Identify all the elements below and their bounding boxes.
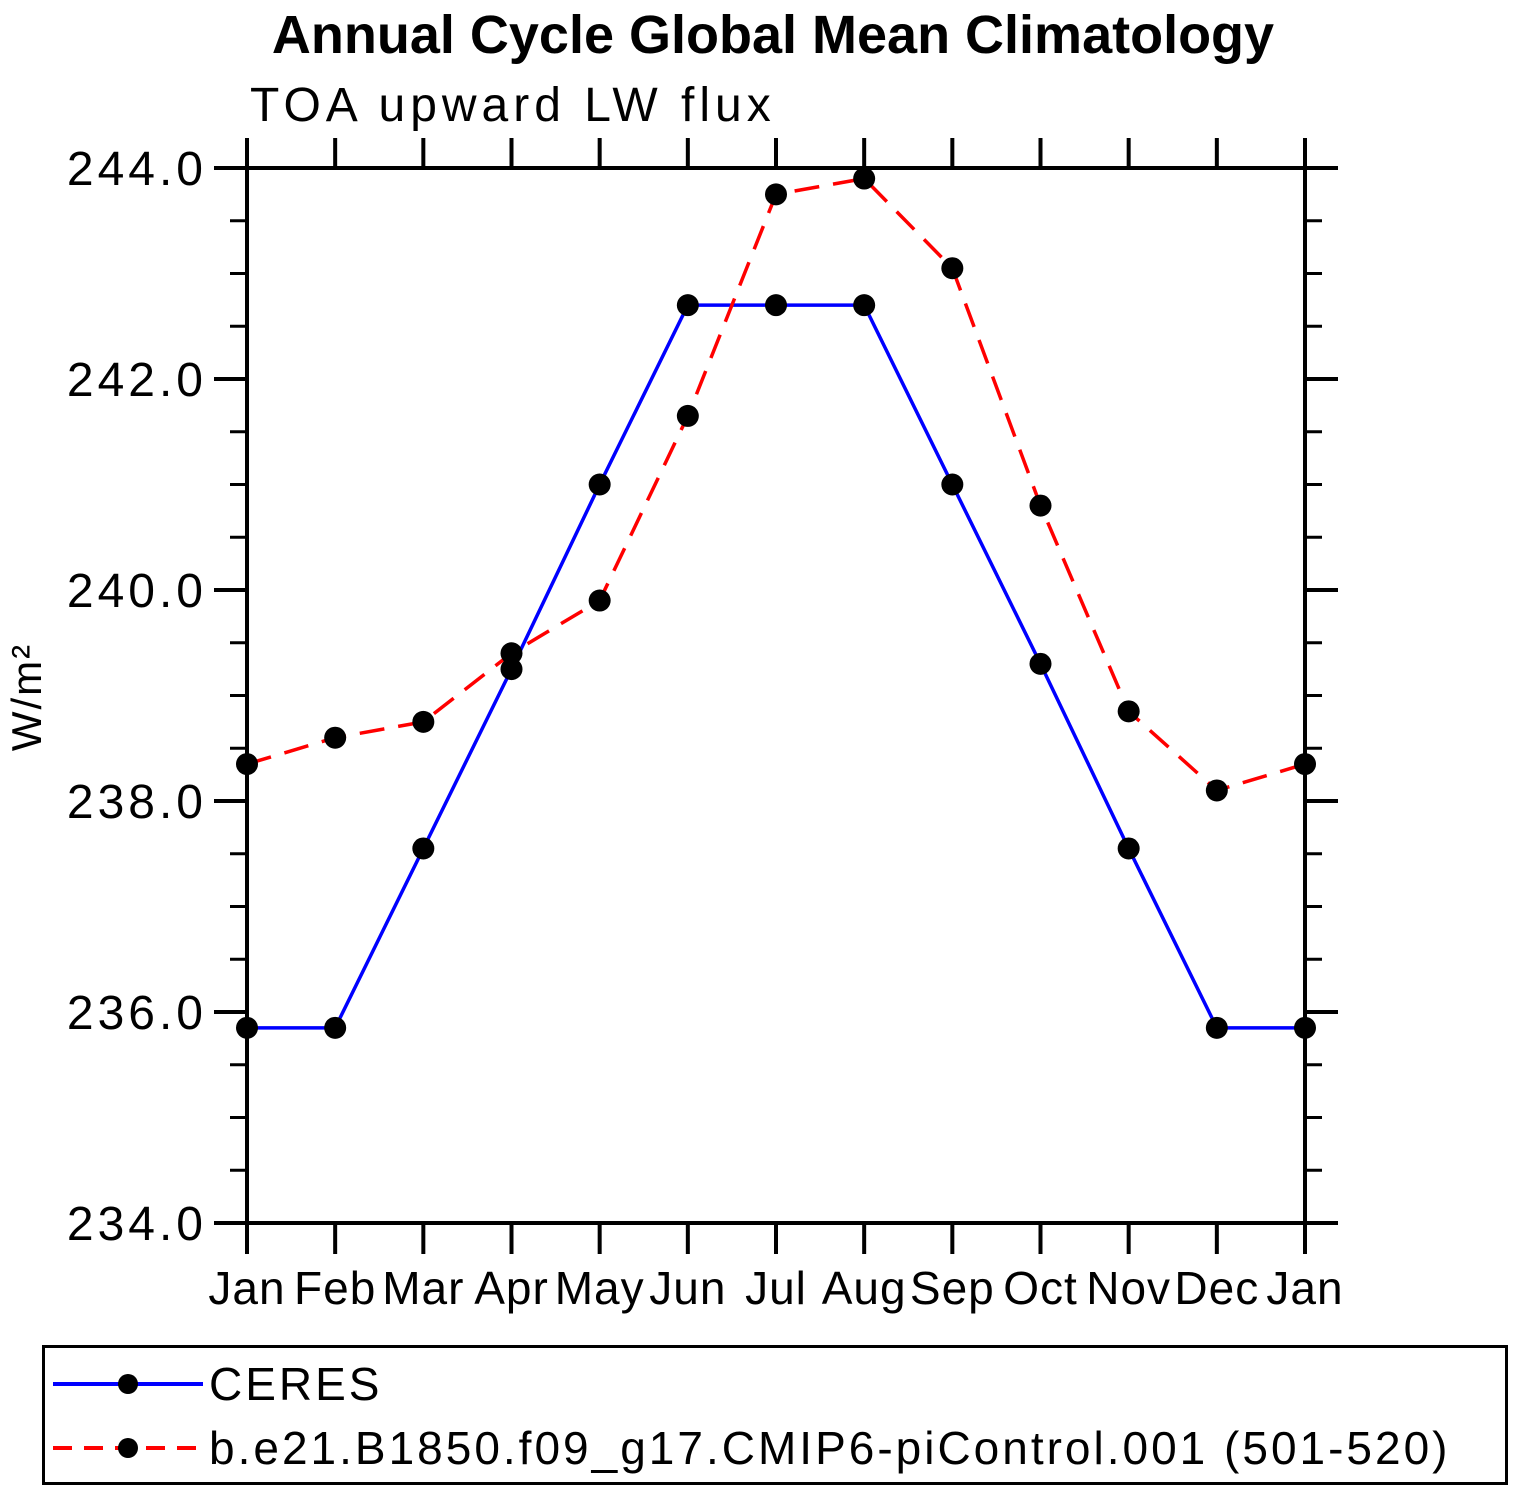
data-point-marker <box>676 404 699 427</box>
data-point-marker <box>853 167 876 190</box>
x-tick-label: Aug <box>822 1262 907 1314</box>
data-point-marker <box>588 589 611 612</box>
data-point-marker <box>412 837 435 860</box>
chart-subtitle: TOA upward LW flux <box>250 79 776 132</box>
data-point-marker <box>1205 1016 1228 1039</box>
data-point-marker <box>1117 837 1140 860</box>
y-tick-label: 234.0 <box>67 1198 207 1251</box>
x-tick-label: Jul <box>745 1262 807 1314</box>
data-point-marker <box>324 726 347 749</box>
data-point-marker <box>1294 1016 1316 1039</box>
data-point-marker <box>1029 652 1052 675</box>
data-point-marker <box>236 753 258 776</box>
page-title: Annual Cycle Global Mean Climatology <box>271 5 1275 65</box>
data-point-marker <box>765 294 787 317</box>
x-tick-label: Dec <box>1174 1262 1259 1314</box>
x-tick-label: Jan <box>1266 1262 1343 1314</box>
x-tick-label: May <box>555 1262 645 1314</box>
data-point-marker <box>324 1016 347 1039</box>
data-point-marker <box>500 642 523 665</box>
plot-frame <box>245 166 1307 1225</box>
data-point-marker <box>1294 753 1316 776</box>
data-point-marker <box>236 1016 258 1039</box>
data-point-marker <box>941 473 964 496</box>
x-tick-label: Jun <box>649 1262 726 1314</box>
data-point-marker <box>1117 700 1140 723</box>
data-point-marker <box>588 473 611 496</box>
x-tick-label: Oct <box>1003 1262 1078 1314</box>
x-tick-label: Sep <box>910 1262 995 1314</box>
legend-entry-model: b.e21.B1850.f09_g17.CMIP6-piControl.001 … <box>49 1422 1451 1474</box>
legend-box: CERES b.e21.B1850.f09_g17.CMIP6-piContro… <box>42 1345 1508 1485</box>
y-tick-label: 238.0 <box>67 776 207 829</box>
y-tick-label: 244.0 <box>67 143 207 196</box>
x-tick-label: Jan <box>208 1262 285 1314</box>
data-point-marker <box>676 294 699 317</box>
x-tick-label: Apr <box>474 1262 549 1314</box>
x-tick-label: Mar <box>382 1262 464 1314</box>
data-point-marker <box>1205 779 1228 802</box>
legend-entry-ceres: CERES <box>49 1358 383 1410</box>
series-line-b-e21-b1850-f09-g17-cmip <box>246 176 1306 793</box>
data-point-marker <box>500 658 523 681</box>
data-point-marker <box>1029 494 1052 517</box>
data-point-marker <box>853 294 876 317</box>
legend-line-sample-dashed <box>53 1438 203 1458</box>
legend-line-sample-solid <box>53 1374 203 1394</box>
y-tick-label: 242.0 <box>67 354 207 407</box>
legend-label: CERES <box>209 1358 383 1410</box>
x-tick-label: Feb <box>294 1262 376 1314</box>
data-point-marker <box>412 710 435 733</box>
y-tick-label: 240.0 <box>67 565 207 618</box>
data-point-marker <box>941 257 964 280</box>
legend-label: b.e21.B1850.f09_g17.CMIP6-piControl.001 … <box>209 1422 1451 1474</box>
data-point-marker <box>765 183 787 206</box>
x-tick-label: Nov <box>1086 1262 1171 1314</box>
series-line-ceres <box>247 303 1305 1030</box>
y-tick-label: 236.0 <box>67 987 207 1040</box>
